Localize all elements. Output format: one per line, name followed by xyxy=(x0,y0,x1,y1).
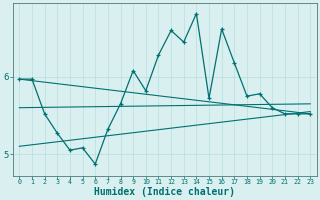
X-axis label: Humidex (Indice chaleur): Humidex (Indice chaleur) xyxy=(94,186,235,197)
